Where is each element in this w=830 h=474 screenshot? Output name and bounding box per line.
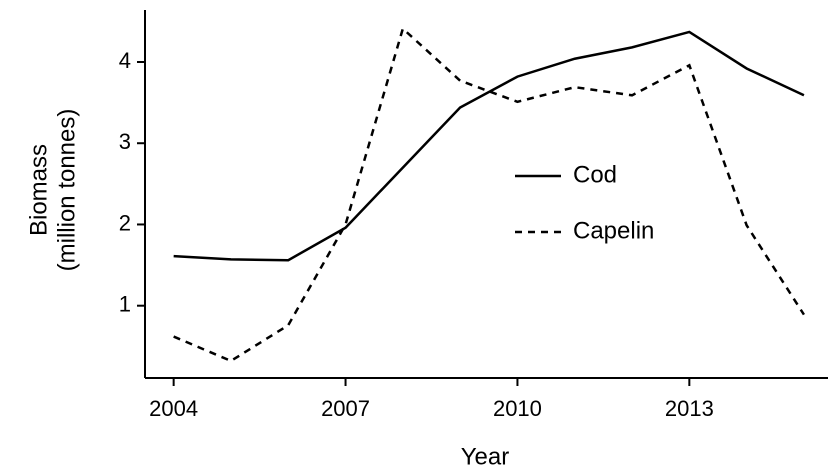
series-line [173,26,805,363]
x-tick-label: 2010 [493,396,542,421]
legend-label: Cod [573,161,617,188]
x-axis-title: Year [461,443,510,470]
series-line [173,30,805,262]
x-tick-label: 2007 [321,396,370,421]
y-tick-label: 2 [119,210,131,235]
y-tick-label: 4 [119,48,131,73]
x-tick-label: 2013 [665,396,714,421]
x-tick-label: 2004 [149,396,198,421]
y-tick-label: 3 [119,129,131,154]
y-axis-title: (million tonnes) [53,109,80,272]
legend-label: Capelin [573,217,654,244]
y-axis-title: Biomass [25,144,52,236]
y-tick-label: 1 [119,292,131,317]
